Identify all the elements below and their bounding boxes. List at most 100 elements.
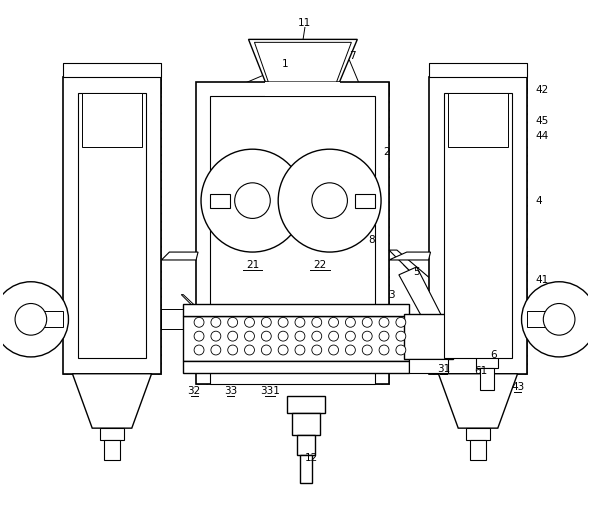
Bar <box>444 93 512 358</box>
Text: 61: 61 <box>475 366 488 376</box>
Circle shape <box>312 331 322 341</box>
Polygon shape <box>181 295 199 310</box>
Bar <box>210 96 375 383</box>
Bar <box>196 82 389 383</box>
Text: 8: 8 <box>368 235 375 245</box>
Circle shape <box>379 317 389 327</box>
Bar <box>449 93 508 147</box>
Circle shape <box>379 345 389 355</box>
Polygon shape <box>439 300 488 319</box>
Circle shape <box>245 331 255 341</box>
Circle shape <box>346 345 355 355</box>
Circle shape <box>329 345 339 355</box>
Text: 2: 2 <box>384 147 390 157</box>
Circle shape <box>278 149 381 252</box>
Bar <box>355 194 375 207</box>
Polygon shape <box>248 39 358 82</box>
Circle shape <box>362 317 372 327</box>
Circle shape <box>228 331 238 341</box>
Text: 41: 41 <box>535 275 548 285</box>
Circle shape <box>379 331 389 341</box>
Bar <box>404 314 453 359</box>
Bar <box>428 77 528 374</box>
Circle shape <box>228 345 238 355</box>
Bar <box>292 413 320 435</box>
Circle shape <box>228 317 238 327</box>
Bar <box>300 455 312 482</box>
Bar <box>63 77 161 374</box>
Bar <box>183 361 409 373</box>
Circle shape <box>0 282 69 357</box>
Circle shape <box>362 345 372 355</box>
Bar <box>528 312 559 327</box>
Circle shape <box>396 317 406 327</box>
Bar <box>470 440 486 460</box>
Text: 3: 3 <box>389 289 395 300</box>
Circle shape <box>261 345 271 355</box>
Polygon shape <box>255 42 352 82</box>
Bar <box>183 304 409 316</box>
Text: 45: 45 <box>535 117 548 126</box>
Text: 31: 31 <box>437 364 450 374</box>
Text: 5: 5 <box>413 267 420 277</box>
Polygon shape <box>389 250 443 300</box>
Text: 33: 33 <box>224 385 238 396</box>
Bar <box>79 93 145 358</box>
Polygon shape <box>161 310 196 329</box>
Circle shape <box>235 183 270 218</box>
Circle shape <box>278 317 288 327</box>
Circle shape <box>15 303 47 335</box>
Circle shape <box>312 345 322 355</box>
Text: 331: 331 <box>261 385 280 396</box>
Polygon shape <box>389 252 430 260</box>
Circle shape <box>295 331 305 341</box>
Bar <box>210 194 230 207</box>
Circle shape <box>543 303 575 335</box>
Text: 4: 4 <box>535 196 542 205</box>
Circle shape <box>211 331 221 341</box>
Text: 32: 32 <box>187 385 201 396</box>
Text: 6: 6 <box>491 350 497 360</box>
Circle shape <box>194 331 204 341</box>
Polygon shape <box>399 267 443 329</box>
Circle shape <box>211 345 221 355</box>
Circle shape <box>396 345 406 355</box>
Circle shape <box>362 331 372 341</box>
Text: 43: 43 <box>511 382 524 392</box>
Circle shape <box>245 317 255 327</box>
Circle shape <box>396 331 406 341</box>
Circle shape <box>346 317 355 327</box>
Circle shape <box>211 317 221 327</box>
Circle shape <box>521 282 591 357</box>
Bar <box>100 428 124 440</box>
Bar <box>265 82 339 96</box>
Text: 11: 11 <box>298 18 311 27</box>
Circle shape <box>295 345 305 355</box>
Bar <box>104 440 120 460</box>
Polygon shape <box>439 374 518 428</box>
Bar <box>31 312 63 327</box>
Bar <box>63 63 161 77</box>
Text: 12: 12 <box>305 453 319 463</box>
Circle shape <box>245 345 255 355</box>
Text: 1: 1 <box>282 59 288 69</box>
Bar <box>428 63 528 77</box>
Bar <box>409 359 449 373</box>
Bar <box>476 356 498 368</box>
Circle shape <box>194 317 204 327</box>
Circle shape <box>278 331 288 341</box>
Circle shape <box>295 317 305 327</box>
Circle shape <box>312 317 322 327</box>
Circle shape <box>194 345 204 355</box>
Bar <box>287 395 324 413</box>
Circle shape <box>261 317 271 327</box>
Polygon shape <box>73 374 151 428</box>
Circle shape <box>346 331 355 341</box>
Polygon shape <box>161 252 198 260</box>
Bar <box>297 435 315 455</box>
Text: 44: 44 <box>535 132 548 141</box>
Bar <box>480 368 494 390</box>
Circle shape <box>278 345 288 355</box>
Circle shape <box>329 317 339 327</box>
Bar <box>466 428 490 440</box>
